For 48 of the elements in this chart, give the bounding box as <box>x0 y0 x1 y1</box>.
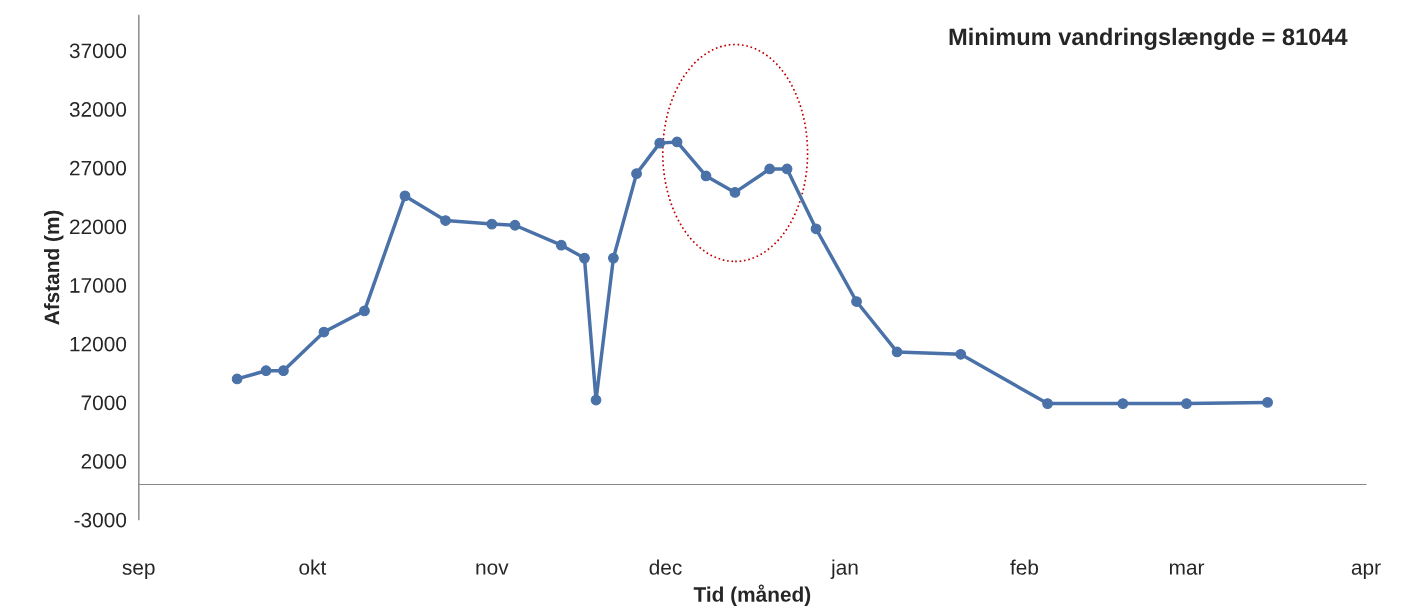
x-tick-label: sep <box>122 563 155 579</box>
x-tick-label: nov <box>476 563 509 575</box>
y-tick-label: -3000 <box>74 512 127 528</box>
y-tick-label: 27000 <box>70 160 127 176</box>
point <box>1262 397 1273 408</box>
annotation: Minimum vandringslængde = 81044 <box>949 27 1348 50</box>
point <box>318 326 330 338</box>
point <box>231 373 243 385</box>
x-tick-label: mar <box>1169 563 1205 575</box>
y-tick-label: 22000 <box>70 219 127 235</box>
x-axis-title: Tid (måned) <box>693 584 811 606</box>
point <box>851 296 862 307</box>
point <box>359 305 370 317</box>
point <box>440 215 451 226</box>
point <box>579 252 590 264</box>
point <box>1117 398 1129 409</box>
point <box>631 168 642 180</box>
point <box>654 137 666 149</box>
point <box>671 136 683 148</box>
point <box>955 348 967 360</box>
point <box>509 219 521 231</box>
point <box>764 163 776 175</box>
x-tick-label: feb <box>1010 559 1039 575</box>
point <box>608 252 619 264</box>
y-tick-label: 7000 <box>81 395 127 411</box>
point <box>891 346 903 358</box>
y-axis-title: Afstand (m) <box>43 210 64 325</box>
point <box>399 190 411 202</box>
y-tick-label: 32000 <box>69 102 127 117</box>
point <box>278 365 289 377</box>
point <box>1181 398 1192 409</box>
point <box>555 239 567 251</box>
y-tick-label: 37000 <box>69 43 127 59</box>
point <box>1042 398 1053 409</box>
x-tick-label: jan <box>830 559 858 579</box>
point <box>810 223 822 235</box>
point <box>729 187 741 198</box>
x-tick-label: dec <box>649 559 682 575</box>
point <box>700 170 712 182</box>
x-tick-label: okt <box>299 559 327 575</box>
point <box>486 218 498 230</box>
point <box>260 365 272 377</box>
x-tick-label: apr <box>1351 563 1381 579</box>
point <box>590 394 602 406</box>
y-tick-label: 17000 <box>70 278 127 293</box>
point <box>781 163 793 175</box>
y-tick-label: 12000 <box>70 336 127 352</box>
y-tick-label: 2000 <box>81 454 127 469</box>
